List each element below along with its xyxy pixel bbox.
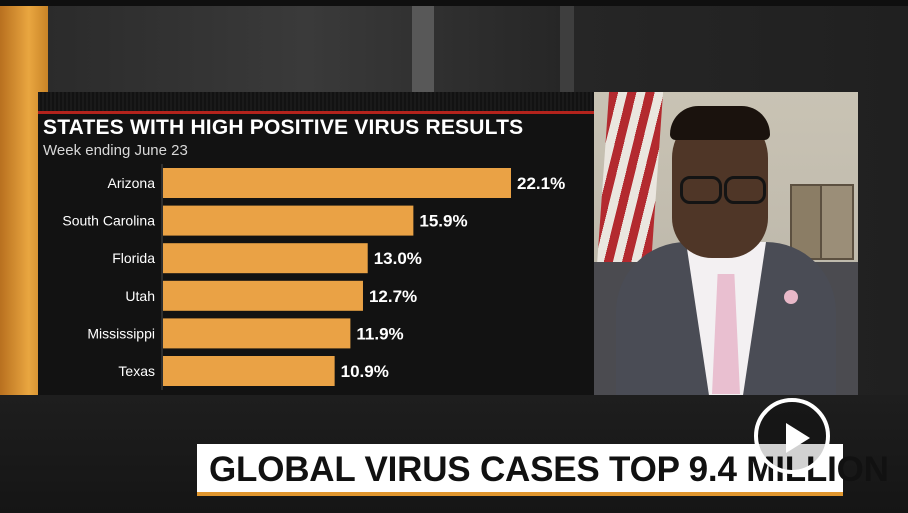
top-edge-bar: [0, 0, 908, 6]
anchor-hair: [670, 106, 770, 140]
value-label: 11.9%: [356, 324, 403, 343]
category-label: Texas: [118, 363, 155, 379]
bar-utah: [163, 280, 363, 311]
value-label: 10.9%: [341, 362, 389, 381]
value-label: 13.0%: [374, 249, 422, 268]
category-label: South Carolina: [62, 213, 155, 229]
bar-south-carolina: [163, 205, 414, 236]
value-label: 22.1%: [517, 174, 565, 193]
value-label: 15.9%: [419, 212, 467, 231]
panel-header-pattern: [38, 92, 594, 111]
anchor-tie: [712, 274, 740, 394]
headline-lower-third: GLOBAL VIRUS CASES TOP 9.4 MILLION: [197, 444, 889, 496]
category-label: Mississippi: [87, 325, 155, 341]
wall-frame: [820, 184, 854, 260]
value-label: 12.7%: [369, 287, 417, 306]
bar-arizona: [163, 168, 511, 198]
lapel-pin: [784, 290, 798, 304]
play-button[interactable]: [754, 398, 830, 474]
category-label: Florida: [112, 250, 155, 266]
bar-chart: Arizona 22.1% South Carolina 15.9% Florida 13…: [62, 164, 565, 390]
bar-texas: [163, 356, 335, 386]
bar-mississippi: [163, 318, 351, 349]
category-label: Arizona: [108, 175, 156, 191]
category-label: Utah: [125, 288, 155, 304]
chart-title: STATES WITH HIGH POSITIVE VIRUS RESULTS: [43, 116, 524, 139]
bar-florida: [163, 243, 368, 274]
chart-subtitle: Week ending June 23: [43, 142, 188, 159]
play-icon: [786, 423, 810, 453]
chart-panel: STATES WITH HIGH POSITIVE VIRUS RESULTS …: [38, 92, 594, 395]
panel-accent-line: [38, 111, 594, 114]
anchor-glasses: [676, 176, 766, 204]
anchor-video-inset: [594, 92, 858, 395]
